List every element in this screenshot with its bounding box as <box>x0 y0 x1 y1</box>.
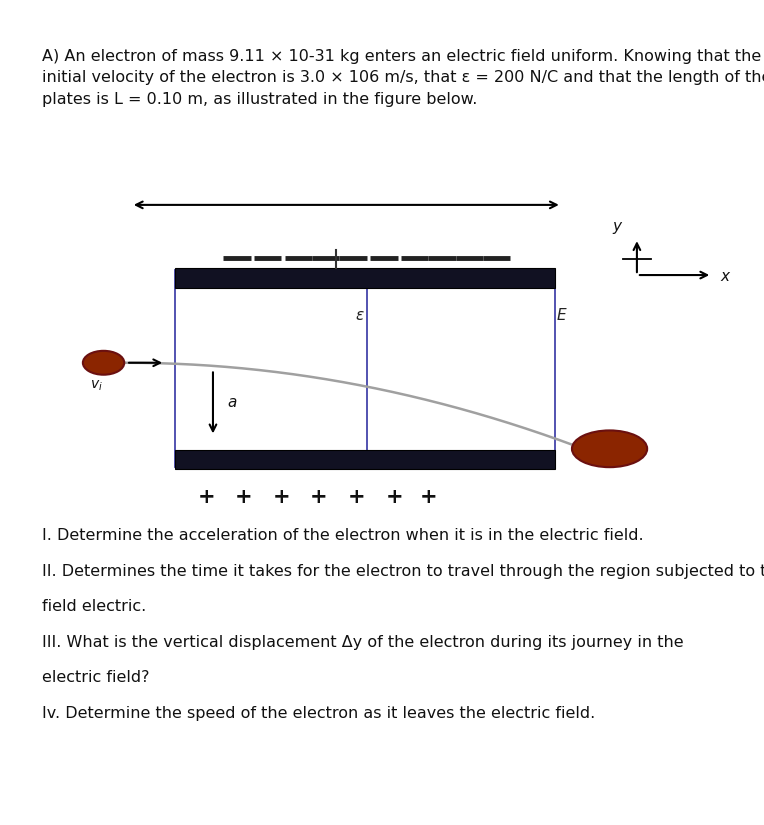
Text: field electric.: field electric. <box>42 599 146 614</box>
Text: ε: ε <box>356 309 364 323</box>
Text: +: + <box>310 488 328 507</box>
Text: +: + <box>197 488 215 507</box>
Text: E: E <box>557 309 566 323</box>
Text: A) An electron of mass 9.11 × 10-31 kg enters an electric field uniform. Knowing: A) An electron of mass 9.11 × 10-31 kg e… <box>42 49 764 106</box>
Bar <box>176 450 555 469</box>
Bar <box>176 268 555 289</box>
Ellipse shape <box>83 351 125 375</box>
Text: +: + <box>348 488 365 507</box>
Text: y: y <box>612 219 621 234</box>
Text: +: + <box>419 488 437 507</box>
Text: Iv. Determine the speed of the electron as it leaves the electric field.: Iv. Determine the speed of the electron … <box>42 706 595 721</box>
Circle shape <box>572 431 647 467</box>
Text: I. Determine the acceleration of the electron when it is in the electric field.: I. Determine the acceleration of the ele… <box>42 528 643 543</box>
Text: +: + <box>235 488 253 507</box>
Text: $a$: $a$ <box>227 395 237 410</box>
Text: $v_i$: $v_i$ <box>90 379 103 393</box>
Text: +: + <box>273 488 290 507</box>
Text: electric field?: electric field? <box>42 670 150 686</box>
Text: +: + <box>385 488 403 507</box>
Text: III. What is the vertical displacement Δy of the electron during its journey in : III. What is the vertical displacement Δ… <box>42 634 684 650</box>
Text: x: x <box>720 269 730 285</box>
Text: II. Determines the time it takes for the electron to travel through the region s: II. Determines the time it takes for the… <box>42 563 764 578</box>
